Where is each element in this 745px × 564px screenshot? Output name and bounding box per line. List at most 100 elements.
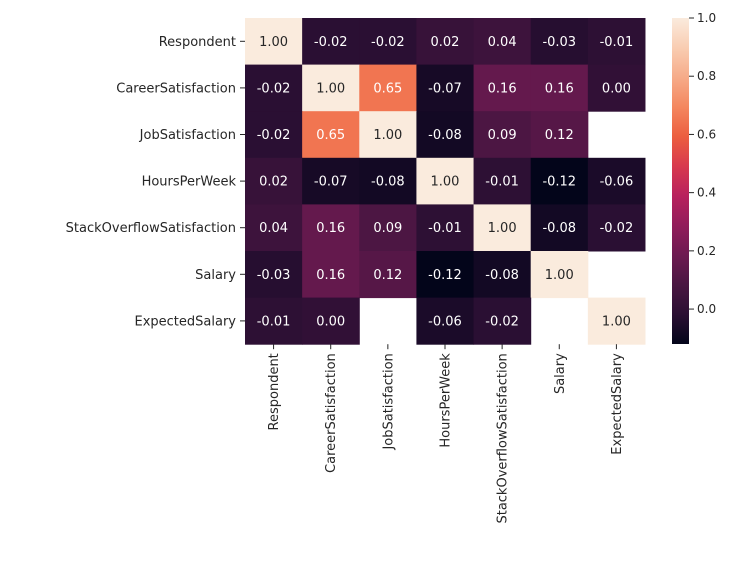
heatmap-cell xyxy=(587,157,646,205)
colorbar: 0.0 0.2 0.4 0.6 0.8 1.0 xyxy=(672,11,716,344)
heatmap-cell xyxy=(587,297,646,345)
heatmap-cell xyxy=(587,18,646,66)
heatmap-cell xyxy=(530,111,589,159)
heatmap-cell xyxy=(416,18,475,66)
cell-value-label: 0.00 xyxy=(602,81,631,96)
heatmap-cell xyxy=(473,18,532,66)
column-label-stack-overflow-satisfaction: StackOverflowSatisfaction xyxy=(496,353,511,523)
heatmap-cell xyxy=(302,251,360,299)
cell-value-label: 0.09 xyxy=(373,221,402,236)
colorbar-ticks: 0.0 0.2 0.4 0.6 0.8 1.0 xyxy=(689,11,716,316)
row-labels: Respondent CareerSatisfaction JobSatisfact… xyxy=(66,35,245,329)
cell-value-label: -0.08 xyxy=(542,221,576,236)
cell-value-label: -0.08 xyxy=(485,268,519,283)
cell-value-label: -0.01 xyxy=(600,35,634,50)
cell-value-label: -0.08 xyxy=(428,128,462,143)
cell-value-label: 0.12 xyxy=(545,128,574,143)
column-label-career-satisfaction: CareerSatisfaction xyxy=(324,353,339,473)
heatmap-cell xyxy=(359,18,417,66)
heatmap-cell xyxy=(530,18,589,66)
cell-value-label: -0.12 xyxy=(542,175,576,190)
row-label-respondent: Respondent xyxy=(159,35,236,50)
cell-value-label: -0.03 xyxy=(257,268,291,283)
heatmap-cell xyxy=(302,204,360,252)
colorbar-tick-label: 0.0 xyxy=(697,302,716,316)
heatmap-cell xyxy=(245,157,303,205)
cell-value-label: 0.00 xyxy=(316,314,345,329)
column-labels: Respondent CareerSatisfaction JobSatisfact… xyxy=(267,344,625,524)
heatmap-cell xyxy=(473,251,532,299)
column-label-expected-salary: ExpectedSalary xyxy=(610,353,625,455)
heatmap-cell xyxy=(416,157,475,205)
cell-value-label: 0.04 xyxy=(488,35,517,50)
heatmap-cell xyxy=(245,64,303,112)
cell-value-label: -0.01 xyxy=(428,221,462,236)
cell-value-label: 0.16 xyxy=(316,221,345,236)
cell-value-label: -0.03 xyxy=(542,35,576,50)
heatmap-cell xyxy=(473,111,532,159)
cell-value-label: 0.04 xyxy=(259,221,288,236)
heatmap-cell xyxy=(416,111,475,159)
heatmap-cell xyxy=(302,157,360,205)
heatmap-cell xyxy=(473,64,532,112)
colorbar-tick-label: 0.4 xyxy=(697,186,716,200)
heatmap-cell xyxy=(530,251,589,299)
column-label-job-satisfaction: JobSatisfaction xyxy=(381,353,396,450)
cell-value-label: -0.06 xyxy=(428,314,462,329)
cell-value-label: -0.02 xyxy=(371,35,405,50)
colorbar-tick-label: 0.8 xyxy=(697,69,716,83)
heatmap-cell xyxy=(302,111,360,159)
cell-value-label: 0.16 xyxy=(545,81,574,96)
cell-value-label: 1.00 xyxy=(316,81,345,96)
column-label-respondent: Respondent xyxy=(267,353,282,430)
heatmap-cell xyxy=(416,64,475,112)
cell-value-label: 1.00 xyxy=(545,268,574,283)
cell-value-label: 0.02 xyxy=(431,35,460,50)
column-label-salary: Salary xyxy=(553,353,568,394)
cell-value-label: 1.00 xyxy=(431,175,460,190)
heatmap-cell xyxy=(416,204,475,252)
heatmap-cell xyxy=(359,111,417,159)
heatmap-cell xyxy=(416,251,475,299)
heatmap-cell xyxy=(302,297,360,345)
heatmap-cell xyxy=(245,251,303,299)
row-label-hours-per-week: HoursPerWeek xyxy=(142,175,237,190)
cell-value-label: 0.16 xyxy=(488,81,517,96)
cell-value-label: 0.09 xyxy=(488,128,517,143)
heatmap-cell xyxy=(473,204,532,252)
colorbar-gradient xyxy=(672,18,689,344)
cell-value-label: 0.65 xyxy=(316,128,345,143)
heatmap-cell xyxy=(359,204,417,252)
heatmap-cell xyxy=(473,157,532,205)
cell-value-label: -0.12 xyxy=(428,268,462,283)
cell-value-label: 1.00 xyxy=(602,314,631,329)
heatmap-cell xyxy=(245,297,303,345)
heatmap-cell xyxy=(359,64,417,112)
cell-value-label: -0.08 xyxy=(371,175,405,190)
cell-value-label: -0.06 xyxy=(600,175,634,190)
heatmap-cell xyxy=(359,157,417,205)
column-label-hours-per-week: HoursPerWeek xyxy=(438,353,453,448)
row-label-expected-salary: ExpectedSalary xyxy=(135,314,237,329)
cell-value-label: 1.00 xyxy=(488,221,517,236)
colorbar-tick-label: 0.6 xyxy=(697,127,716,141)
heatmap-cell xyxy=(587,64,646,112)
heatmap-cell xyxy=(359,251,417,299)
cell-value-label: -0.02 xyxy=(600,221,634,236)
cell-value-label: 0.02 xyxy=(259,175,288,190)
cell-value-label: -0.02 xyxy=(257,128,291,143)
heatmap-cell xyxy=(302,18,360,66)
heatmap-cell xyxy=(416,297,475,345)
cell-value-label: 0.16 xyxy=(316,268,345,283)
cell-value-label: -0.02 xyxy=(485,314,519,329)
heatmap-cell xyxy=(530,64,589,112)
heatmap-cell xyxy=(245,204,303,252)
colorbar-tick-label: 0.2 xyxy=(697,244,716,258)
heatmap-cell xyxy=(530,157,589,205)
cell-value-label: 0.12 xyxy=(373,268,402,283)
heatmap-cells: 1.00 -0.02 -0.02 0.02 0.04 -0.03 -0.01 -0.02 1.0… xyxy=(245,18,646,345)
cell-value-label: 1.00 xyxy=(259,35,288,50)
cell-value-label: -0.07 xyxy=(428,81,462,96)
cell-value-label: 0.65 xyxy=(373,81,402,96)
